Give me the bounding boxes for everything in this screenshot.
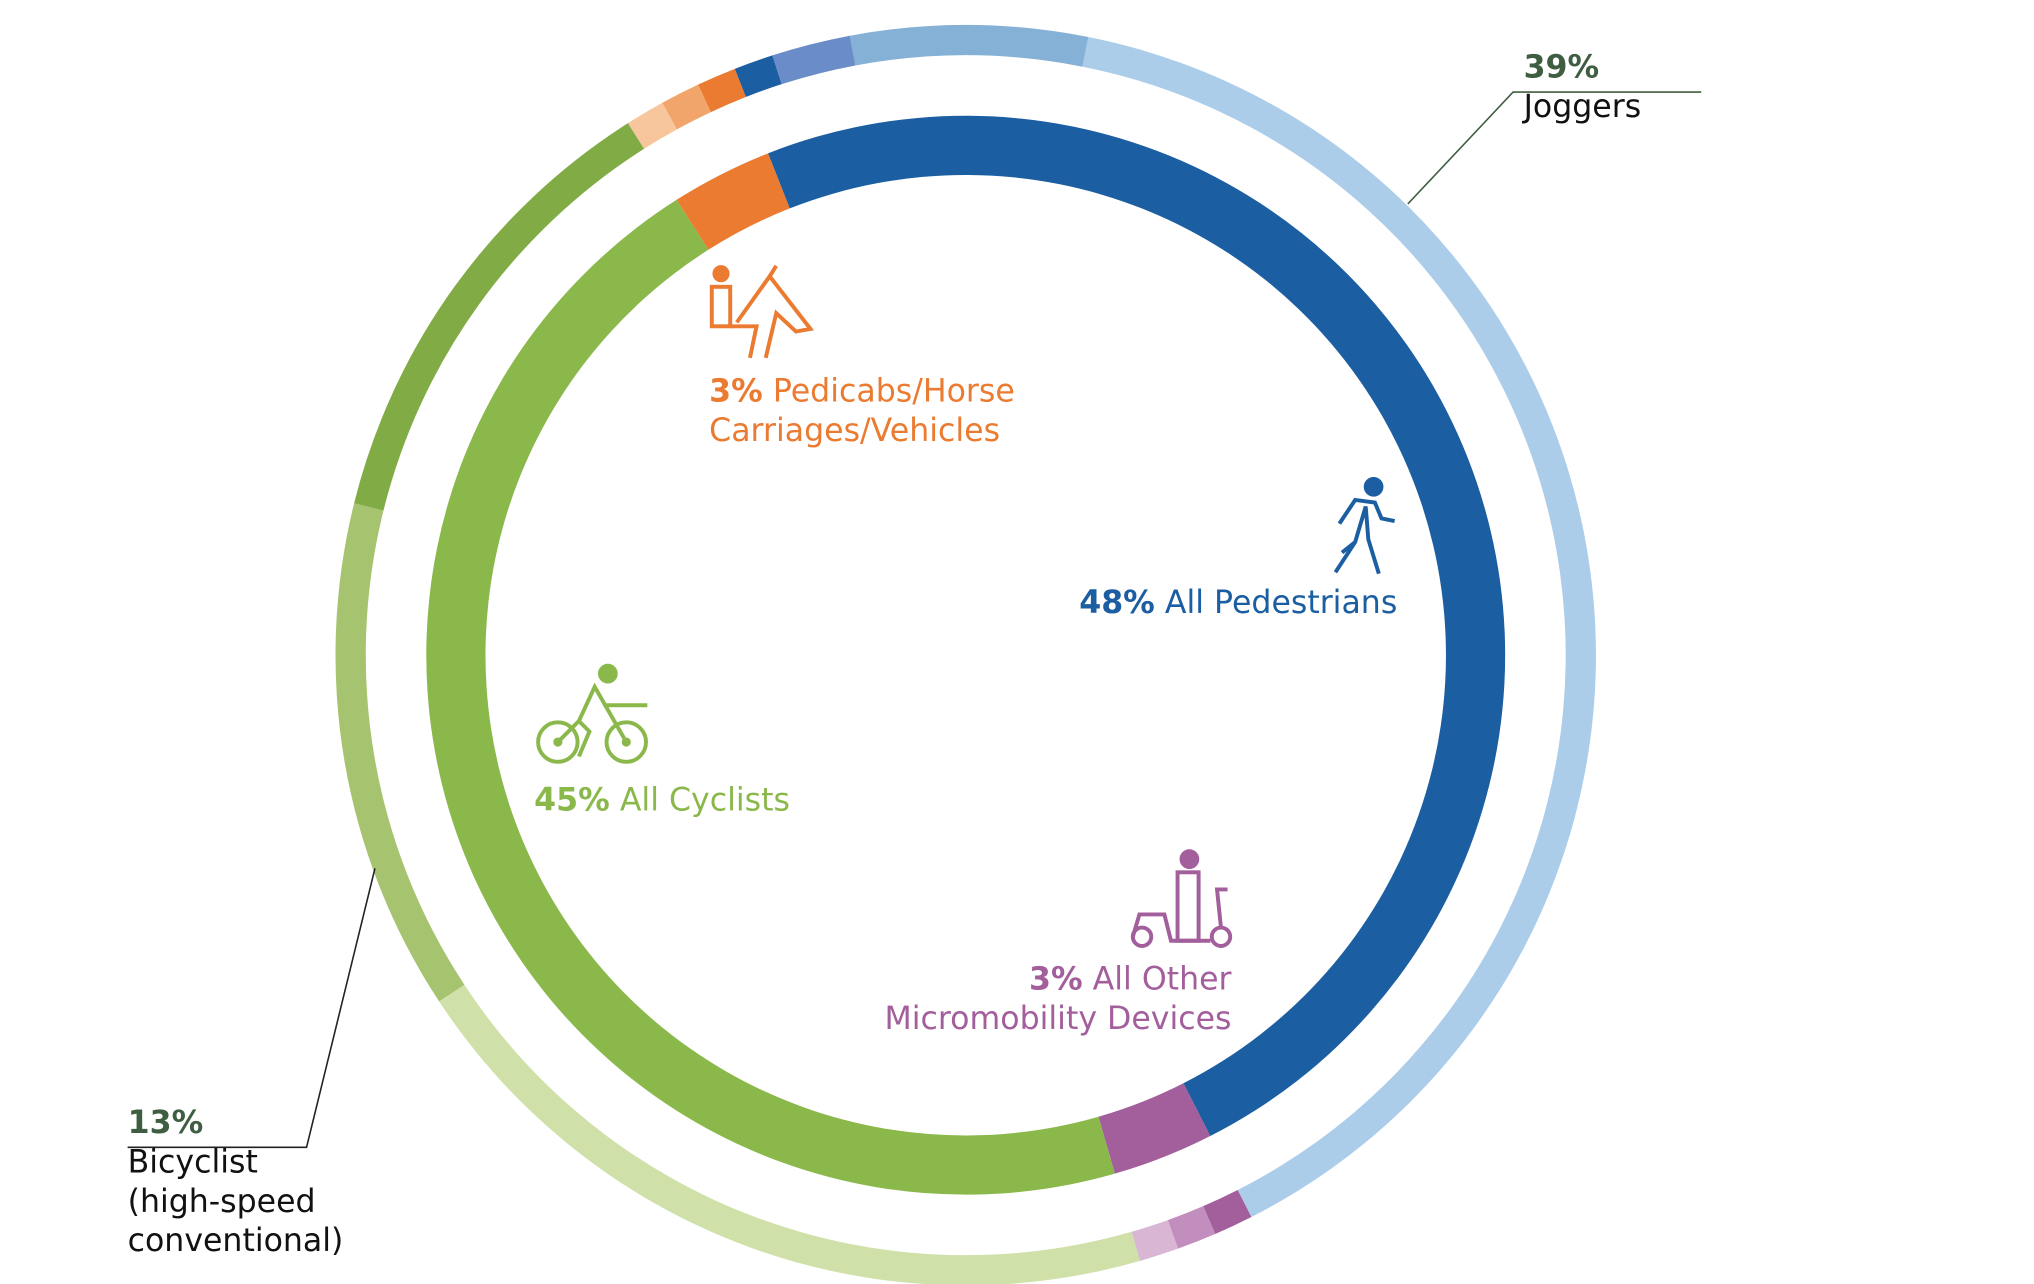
outer-segment: [354, 123, 645, 511]
value-label: 39%: [1523, 48, 1600, 86]
value-label: 3%: [1028, 960, 1083, 998]
outer-segment: [627, 102, 677, 149]
outer-segment: [1203, 1190, 1252, 1234]
category-label: Pedicabs/Horse Carriages/Vehicles: [709, 372, 1015, 449]
outer-segment: [1167, 1206, 1216, 1249]
leader-line: [127, 868, 376, 1149]
inner-segment: [426, 199, 1115, 1195]
outer-segment: [734, 55, 782, 98]
category-label: All Cyclists: [619, 781, 790, 819]
category-label: All Other Micromobility Devices: [884, 960, 1232, 1037]
value-label: 13%: [127, 1103, 204, 1141]
value-label: 3%: [709, 372, 763, 410]
cyclist-icon: [536, 663, 648, 764]
pedicab-icon: [709, 264, 815, 359]
outer-segment: [772, 35, 856, 85]
outer-segment: [1131, 1220, 1178, 1261]
category-label: Joggers: [1523, 88, 1642, 125]
category-label: Bicyclist (high-speed conventional): [127, 1143, 344, 1260]
scooter-icon: [1130, 849, 1233, 948]
outer-segment: [698, 68, 746, 113]
outer-segment: [849, 24, 1089, 67]
bicyclist-callout: 13% Bicyclist (high-speed conventional): [128, 1103, 358, 1261]
inner-segment: [1098, 1083, 1211, 1174]
outer-segment: [439, 984, 1140, 1284]
rings: [335, 24, 1596, 1284]
cyclist-label: 45% All Cyclists: [534, 780, 929, 819]
leader-line: [1407, 91, 1702, 205]
pedicab-label: 3% Pedicabs/Horse Carriages/Vehicles: [709, 371, 1051, 450]
outer-segment: [335, 503, 465, 1002]
category-label: All Pedestrians: [1164, 584, 1398, 622]
pedestrian-icon: [1333, 476, 1396, 575]
joggers-callout: 39% Joggers: [1524, 47, 1787, 126]
value-label: 48%: [1079, 584, 1155, 622]
inner-segment: [676, 153, 790, 250]
value-label: 45%: [534, 781, 610, 819]
outer-segment: [662, 84, 711, 130]
pedestrian-label: 48% All Pedestrians: [1003, 583, 1398, 622]
micromobility-label: 3% All Other Micromobility Devices: [863, 959, 1232, 1038]
